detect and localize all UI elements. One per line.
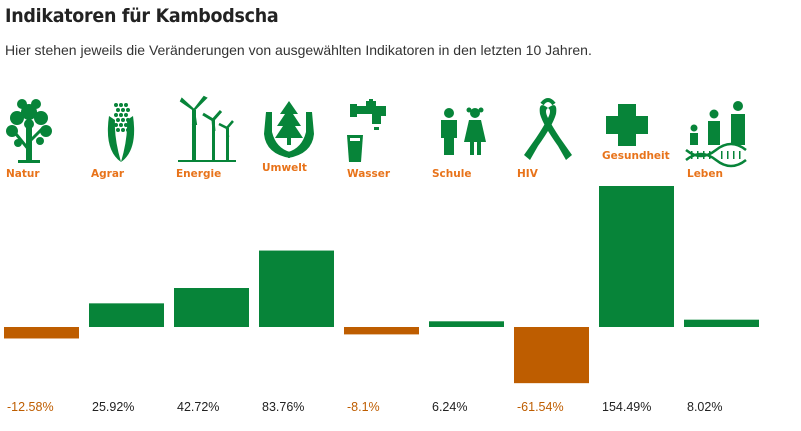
bar [89,303,164,327]
category-label: Gesundheit [602,150,670,162]
category-labels: Natur Agrar Energie Umwelt Wasser Schule HIV Ge… [6,150,723,180]
category-label: Agrar [91,168,125,180]
ribbon-icon [524,98,572,160]
hands-tree-icon [264,101,314,158]
category-label: Energie [176,168,221,180]
bar [259,250,334,327]
value-labels: -12.58% 25.92% 42.72% 83.76% -8.1% 6.24% -61.5… [7,400,722,414]
bar [344,327,419,335]
value-label: 8.02% [687,400,722,414]
family-dna-icon [685,101,747,168]
page-subtitle: Hier stehen jeweils die Veränderungen vo… [5,42,592,58]
medical-cross-icon [606,104,648,146]
bar [599,186,674,327]
value-label: -8.1% [347,400,380,414]
tree-icon [6,99,52,163]
children-icon [441,107,486,155]
bar [4,327,79,339]
value-label: 154.49% [602,400,651,414]
bar [514,327,589,384]
page-title: Indikatoren für Kambodscha [5,5,279,27]
value-label: 6.24% [432,400,467,414]
value-label: 83.76% [262,400,304,414]
category-label: Wasser [347,168,391,180]
category-label: HIV [517,168,539,180]
bar [684,319,759,327]
category-label: Natur [6,168,40,180]
bars-layer [4,186,759,384]
value-label: 25.92% [92,400,134,414]
icons-layer [6,95,747,168]
bar [174,288,249,327]
value-label: -12.58% [7,400,54,414]
category-label: Leben [687,168,723,180]
category-label: Umwelt [262,162,307,174]
value-label: -61.54% [517,400,564,414]
corn-icon [107,103,135,162]
bar [429,321,504,327]
category-label: Schule [432,168,471,180]
wind-turbine-icon [178,95,236,162]
value-label: 42.72% [177,400,219,414]
water-tap-icon [347,99,386,162]
